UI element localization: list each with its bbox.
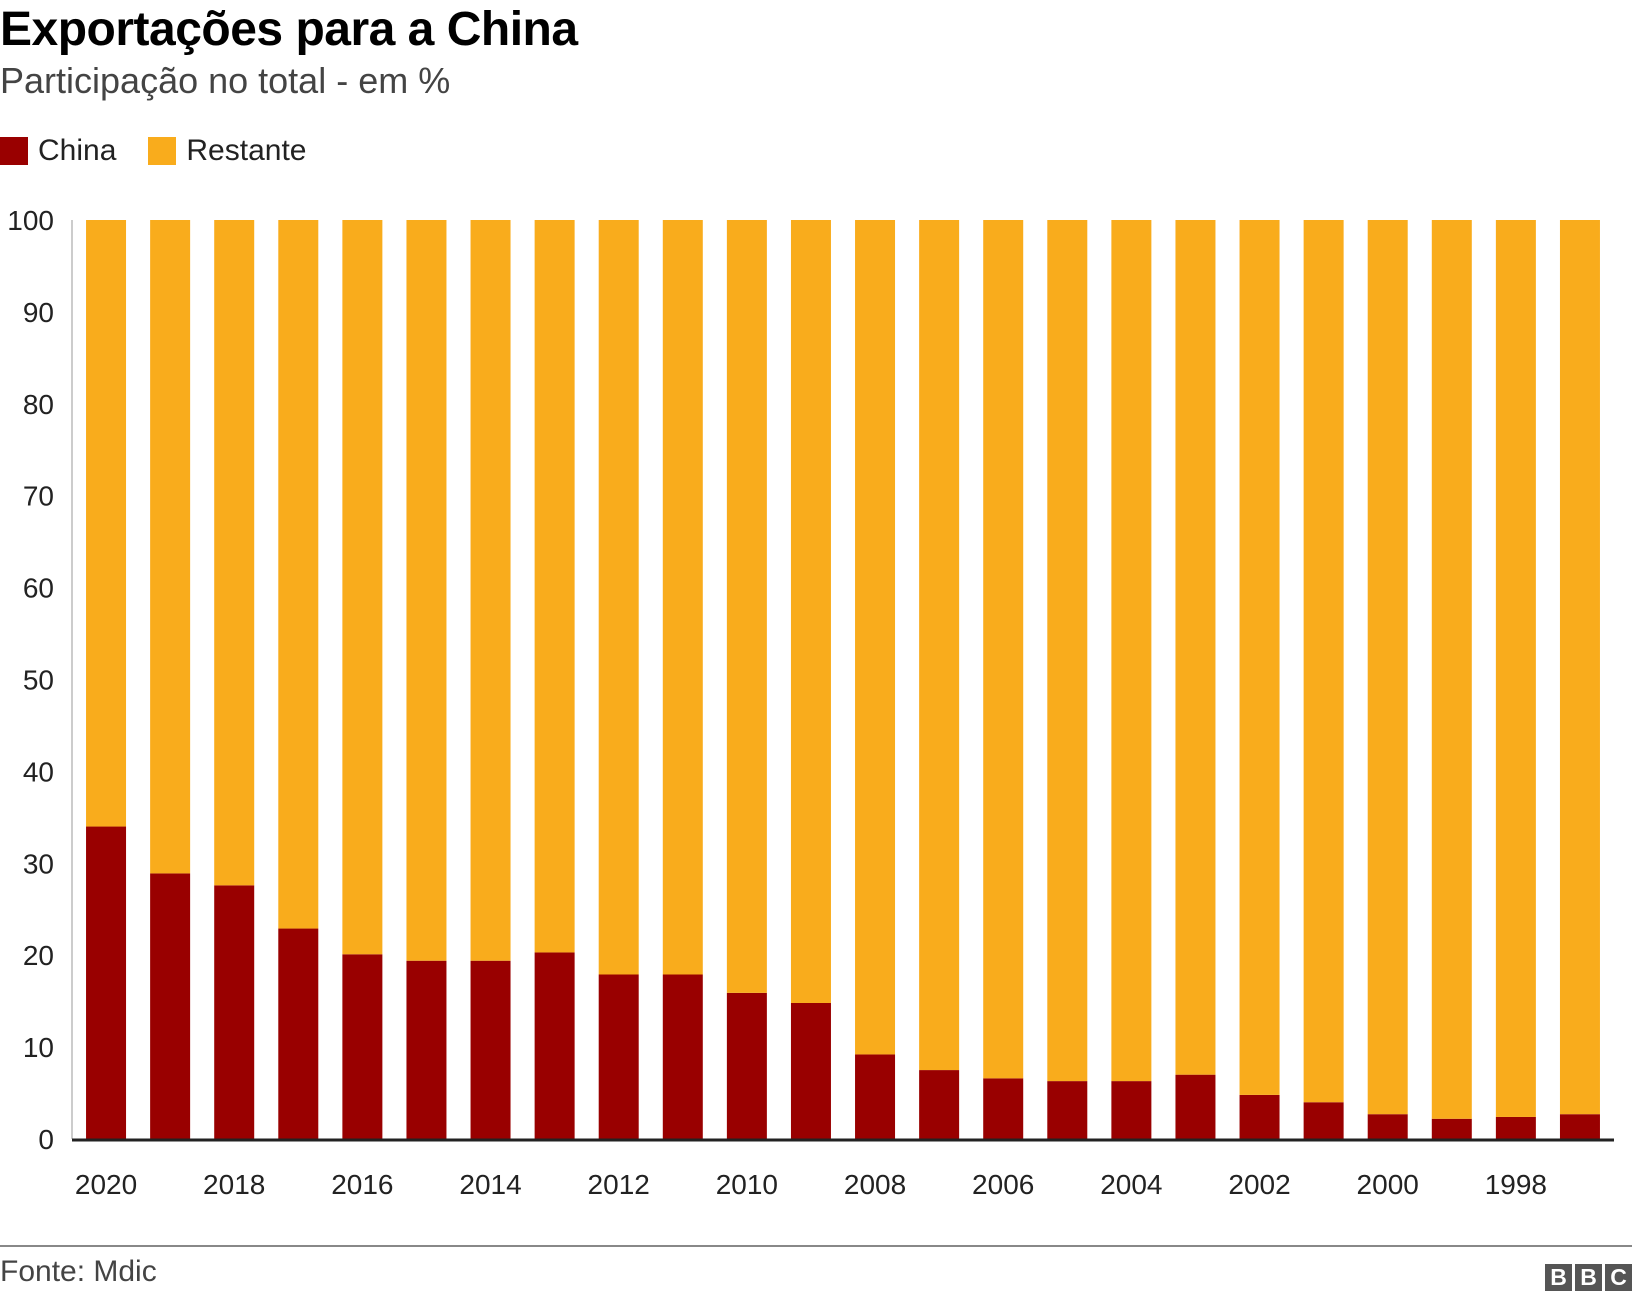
- legend-swatch-china: [0, 137, 28, 165]
- x-tick-label: 2014: [459, 1169, 521, 1200]
- bar-restante-2012: [598, 220, 639, 975]
- x-tick-label: 2020: [75, 1169, 137, 1200]
- bar-restante-2013: [534, 220, 575, 953]
- bar-china-2007: [919, 1070, 960, 1139]
- bar-restante-2015: [406, 220, 447, 961]
- y-tick-label: 70: [23, 481, 54, 512]
- x-tick-label: 2010: [716, 1169, 778, 1200]
- bar-restante-2017: [278, 220, 319, 929]
- bar-china-2003: [1175, 1074, 1216, 1139]
- x-tick-label: 1998: [1485, 1169, 1547, 1200]
- bar-restante-2004: [1111, 220, 1152, 1082]
- bar-restante-2006: [983, 220, 1024, 1079]
- source-note: Fonte: Mdic: [0, 1255, 157, 1288]
- y-tick-label: 50: [23, 665, 54, 696]
- x-tick-label: 2000: [1357, 1169, 1419, 1200]
- x-tick-label: 2008: [844, 1169, 906, 1200]
- bar-china-2004: [1111, 1081, 1152, 1139]
- bar-restante-2001: [1303, 220, 1344, 1103]
- bar-china-2008: [855, 1054, 896, 1139]
- bbc-logo-block: C: [1605, 1264, 1632, 1291]
- x-tick-label: 2016: [331, 1169, 393, 1200]
- x-tick-label: 2002: [1228, 1169, 1290, 1200]
- x-tick-label: 2012: [588, 1169, 650, 1200]
- y-tick-label: 60: [23, 573, 54, 604]
- bar-china-2001: [1303, 1102, 1344, 1139]
- chart-title: Exportações para a China: [0, 3, 578, 56]
- bar-restante-2002: [1239, 220, 1280, 1095]
- bar-china-2019: [150, 873, 191, 1139]
- legend: China Restante: [0, 134, 338, 168]
- bar-restante-1998: [1495, 220, 1536, 1117]
- bar-china-2011: [662, 974, 703, 1139]
- bar-china-2016: [342, 954, 383, 1139]
- bar-china-2010: [726, 992, 767, 1139]
- bar-china-2013: [534, 952, 575, 1139]
- bar-china-2015: [406, 960, 447, 1139]
- bar-china-2000: [1367, 1114, 1408, 1139]
- bar-restante-2019: [150, 220, 191, 874]
- y-tick-label: 30: [23, 848, 54, 879]
- footer-divider: [0, 1245, 1632, 1247]
- x-tick-label: 2004: [1100, 1169, 1162, 1200]
- bar-china-1998: [1495, 1116, 1536, 1139]
- bar-china-2017: [278, 928, 319, 1139]
- bar-restante-2007: [919, 220, 960, 1071]
- bar-china-2020: [86, 826, 127, 1139]
- bar-restante-2010: [726, 220, 767, 993]
- y-tick-label: 0: [38, 1124, 54, 1155]
- chart-subtitle: Participação no total - em %: [0, 60, 451, 101]
- y-tick-label: 90: [23, 297, 54, 328]
- bar-restante-2003: [1175, 220, 1216, 1075]
- y-tick-label: 80: [23, 389, 54, 420]
- bar-restante-2005: [1047, 220, 1088, 1082]
- bar-china-2006: [983, 1078, 1024, 1139]
- bar-china-2005: [1047, 1081, 1088, 1139]
- bar-china-1997: [1559, 1114, 1600, 1139]
- bar-restante-2009: [790, 220, 831, 1003]
- legend-item-restante: Restante: [148, 134, 306, 168]
- y-tick-label: 100: [7, 205, 54, 236]
- bbc-logo-block: B: [1575, 1264, 1602, 1291]
- bar-restante-2018: [214, 220, 255, 886]
- legend-label-restante: Restante: [186, 134, 307, 167]
- bar-restante-2000: [1367, 220, 1408, 1115]
- bar-china-2014: [470, 960, 511, 1139]
- bar-restante-2011: [662, 220, 703, 975]
- legend-item-china: China: [0, 134, 116, 168]
- bar-restante-1999: [1431, 220, 1472, 1119]
- y-tick-label: 10: [23, 1032, 54, 1063]
- legend-label-china: China: [38, 134, 117, 167]
- bbc-logo-block: B: [1545, 1264, 1572, 1291]
- bbc-logo: B B C: [1545, 1264, 1632, 1291]
- bar-restante-2014: [470, 220, 511, 961]
- legend-swatch-restante: [148, 137, 177, 165]
- bar-china-2009: [790, 1002, 831, 1139]
- bar-restante-1997: [1559, 220, 1600, 1115]
- bar-china-2012: [598, 974, 639, 1139]
- y-tick-label: 40: [23, 756, 54, 787]
- bar-restante-2020: [86, 220, 127, 827]
- bar-china-1999: [1431, 1118, 1472, 1139]
- bar-china-2018: [214, 885, 255, 1139]
- x-tick-label: 2006: [972, 1169, 1034, 1200]
- y-tick-label: 20: [23, 940, 54, 971]
- stacked-bar-chart: 0 10 20 30 40 50 60 70 80 90 100 2020 2018 2016 2014 20…: [7, 205, 1614, 1200]
- bar-restante-2008: [855, 220, 896, 1055]
- bar-restante-2016: [342, 220, 383, 955]
- x-tick-label: 2018: [203, 1169, 265, 1200]
- bar-china-2002: [1239, 1094, 1280, 1139]
